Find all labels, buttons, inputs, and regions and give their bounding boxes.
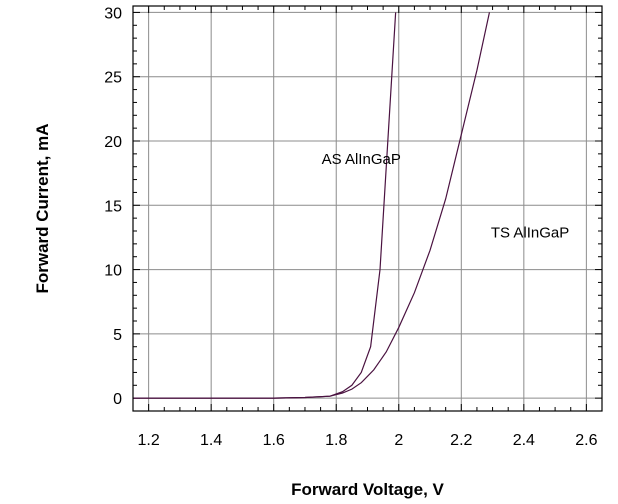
x-tick-labels: 1.2 1.4 1.6 1.8 2 2.2 2.4 2.6 xyxy=(138,432,598,449)
x-tick-label: 2.4 xyxy=(513,432,535,449)
x-tick-label: 1.4 xyxy=(200,432,222,449)
x-tick-label: 2 xyxy=(394,432,403,449)
grid xyxy=(133,6,602,411)
x-tick-label: 1.8 xyxy=(325,432,347,449)
series-group xyxy=(133,12,491,399)
y-axis-title: Forward Current, mA xyxy=(33,123,52,293)
curve-annotation: TS AlInGaP xyxy=(491,224,569,241)
y-tick-labels: 0 5 10 15 20 25 30 xyxy=(104,5,122,408)
x-tick-label: 2.2 xyxy=(450,432,472,449)
x-tick-label: 1.6 xyxy=(263,432,285,449)
y-tick-label: 0 xyxy=(113,391,122,408)
y-tick-label: 5 xyxy=(113,327,122,344)
minor-ticks xyxy=(133,6,603,411)
y-tick-label: 25 xyxy=(104,70,122,87)
y-tick-label: 30 xyxy=(104,5,122,22)
x-tick-label: 1.2 xyxy=(138,432,160,449)
y-tick-label: 20 xyxy=(104,134,122,151)
major-ticks xyxy=(133,6,602,411)
curve-annotation: AS AlInGaP xyxy=(322,151,401,168)
y-tick-label: 15 xyxy=(104,198,122,215)
x-tick-label: 2.6 xyxy=(575,432,597,449)
x-axis-title: Forward Voltage, V xyxy=(291,480,444,499)
y-tick-label: 10 xyxy=(104,263,122,280)
annotations: AS AlInGaP TS AlInGaP xyxy=(322,151,570,241)
series-line-2 xyxy=(133,12,491,399)
plot-frame xyxy=(132,5,603,412)
